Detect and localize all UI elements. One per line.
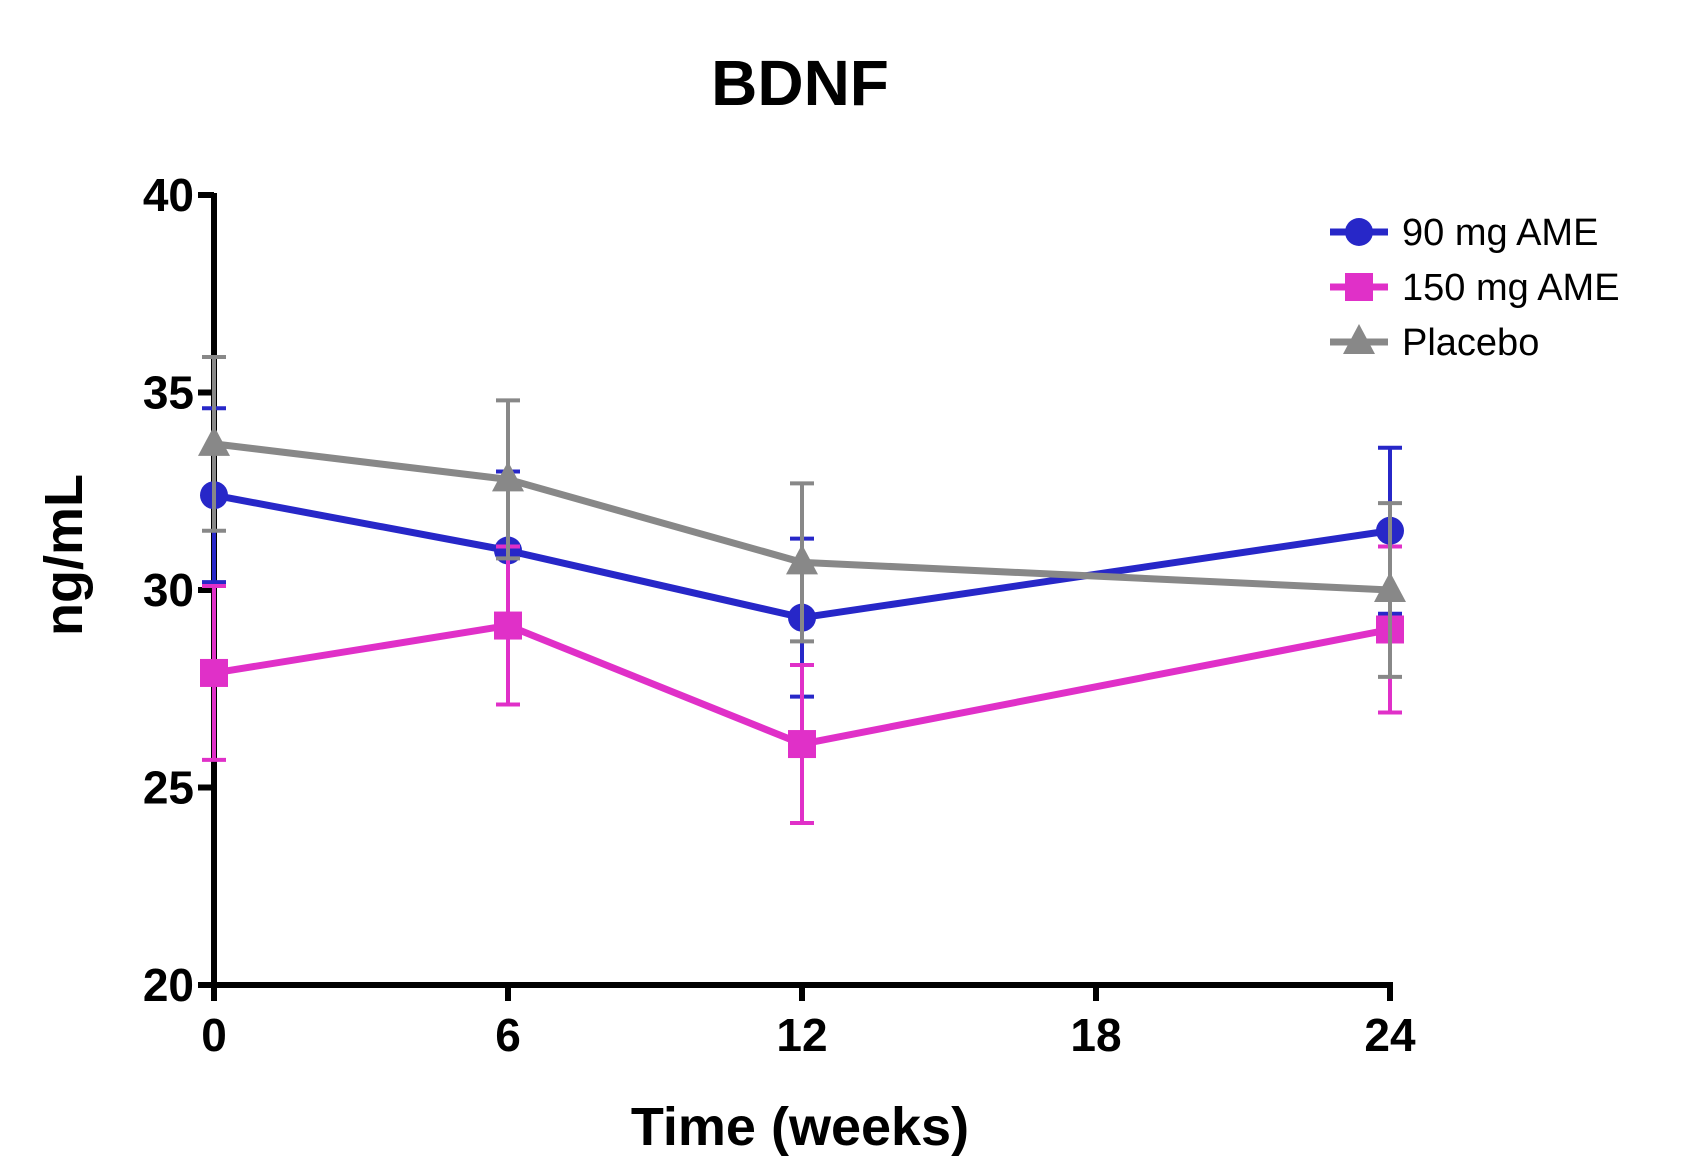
series-layer bbox=[198, 354, 1406, 826]
x-tick-label: 12 bbox=[776, 1009, 827, 1061]
legend-marker bbox=[1345, 273, 1373, 301]
axes: 20 25 30 35 40 0 6 12 18 24 bbox=[143, 169, 1416, 1061]
series-line bbox=[213, 622, 1391, 748]
legend-label: 150 mg AME bbox=[1402, 267, 1620, 309]
y-axis-label: ng/mL bbox=[34, 474, 94, 636]
data-point bbox=[1374, 572, 1406, 602]
data-point bbox=[198, 425, 230, 456]
y-tick-label: 30 bbox=[143, 564, 194, 616]
x-tick-label: 6 bbox=[495, 1009, 521, 1061]
legend-label: 90 mg AME bbox=[1402, 212, 1598, 254]
x-tick-label: 0 bbox=[201, 1009, 227, 1061]
data-point bbox=[494, 611, 522, 640]
legend-item-90-mg-ame: 90 mg AME bbox=[1330, 212, 1598, 254]
x-tick-label: 18 bbox=[1070, 1009, 1121, 1061]
data-point bbox=[492, 461, 524, 492]
legend-item-150-mg-ame: 150 mg AME bbox=[1330, 267, 1620, 309]
legend-marker bbox=[1343, 324, 1375, 354]
x-axis-label: Time (weeks) bbox=[631, 1097, 969, 1157]
series-line bbox=[213, 440, 1391, 594]
x-tick-label: 24 bbox=[1364, 1009, 1416, 1061]
data-point bbox=[200, 658, 228, 687]
legend: 90 mg AME 150 mg AME Placebo bbox=[1330, 212, 1620, 364]
data-point bbox=[786, 544, 818, 575]
data-point bbox=[788, 730, 816, 759]
y-tick-label: 35 bbox=[143, 367, 194, 419]
legend-marker bbox=[1345, 218, 1373, 246]
series-placebo bbox=[198, 354, 1406, 679]
legend-label: Placebo bbox=[1402, 322, 1539, 364]
y-tick-label: 20 bbox=[143, 959, 194, 1011]
y-tick-label: 25 bbox=[143, 762, 194, 814]
y-tick-label: 40 bbox=[143, 169, 194, 221]
chart-title: BDNF bbox=[711, 47, 889, 119]
legend-item-placebo: Placebo bbox=[1330, 322, 1539, 364]
